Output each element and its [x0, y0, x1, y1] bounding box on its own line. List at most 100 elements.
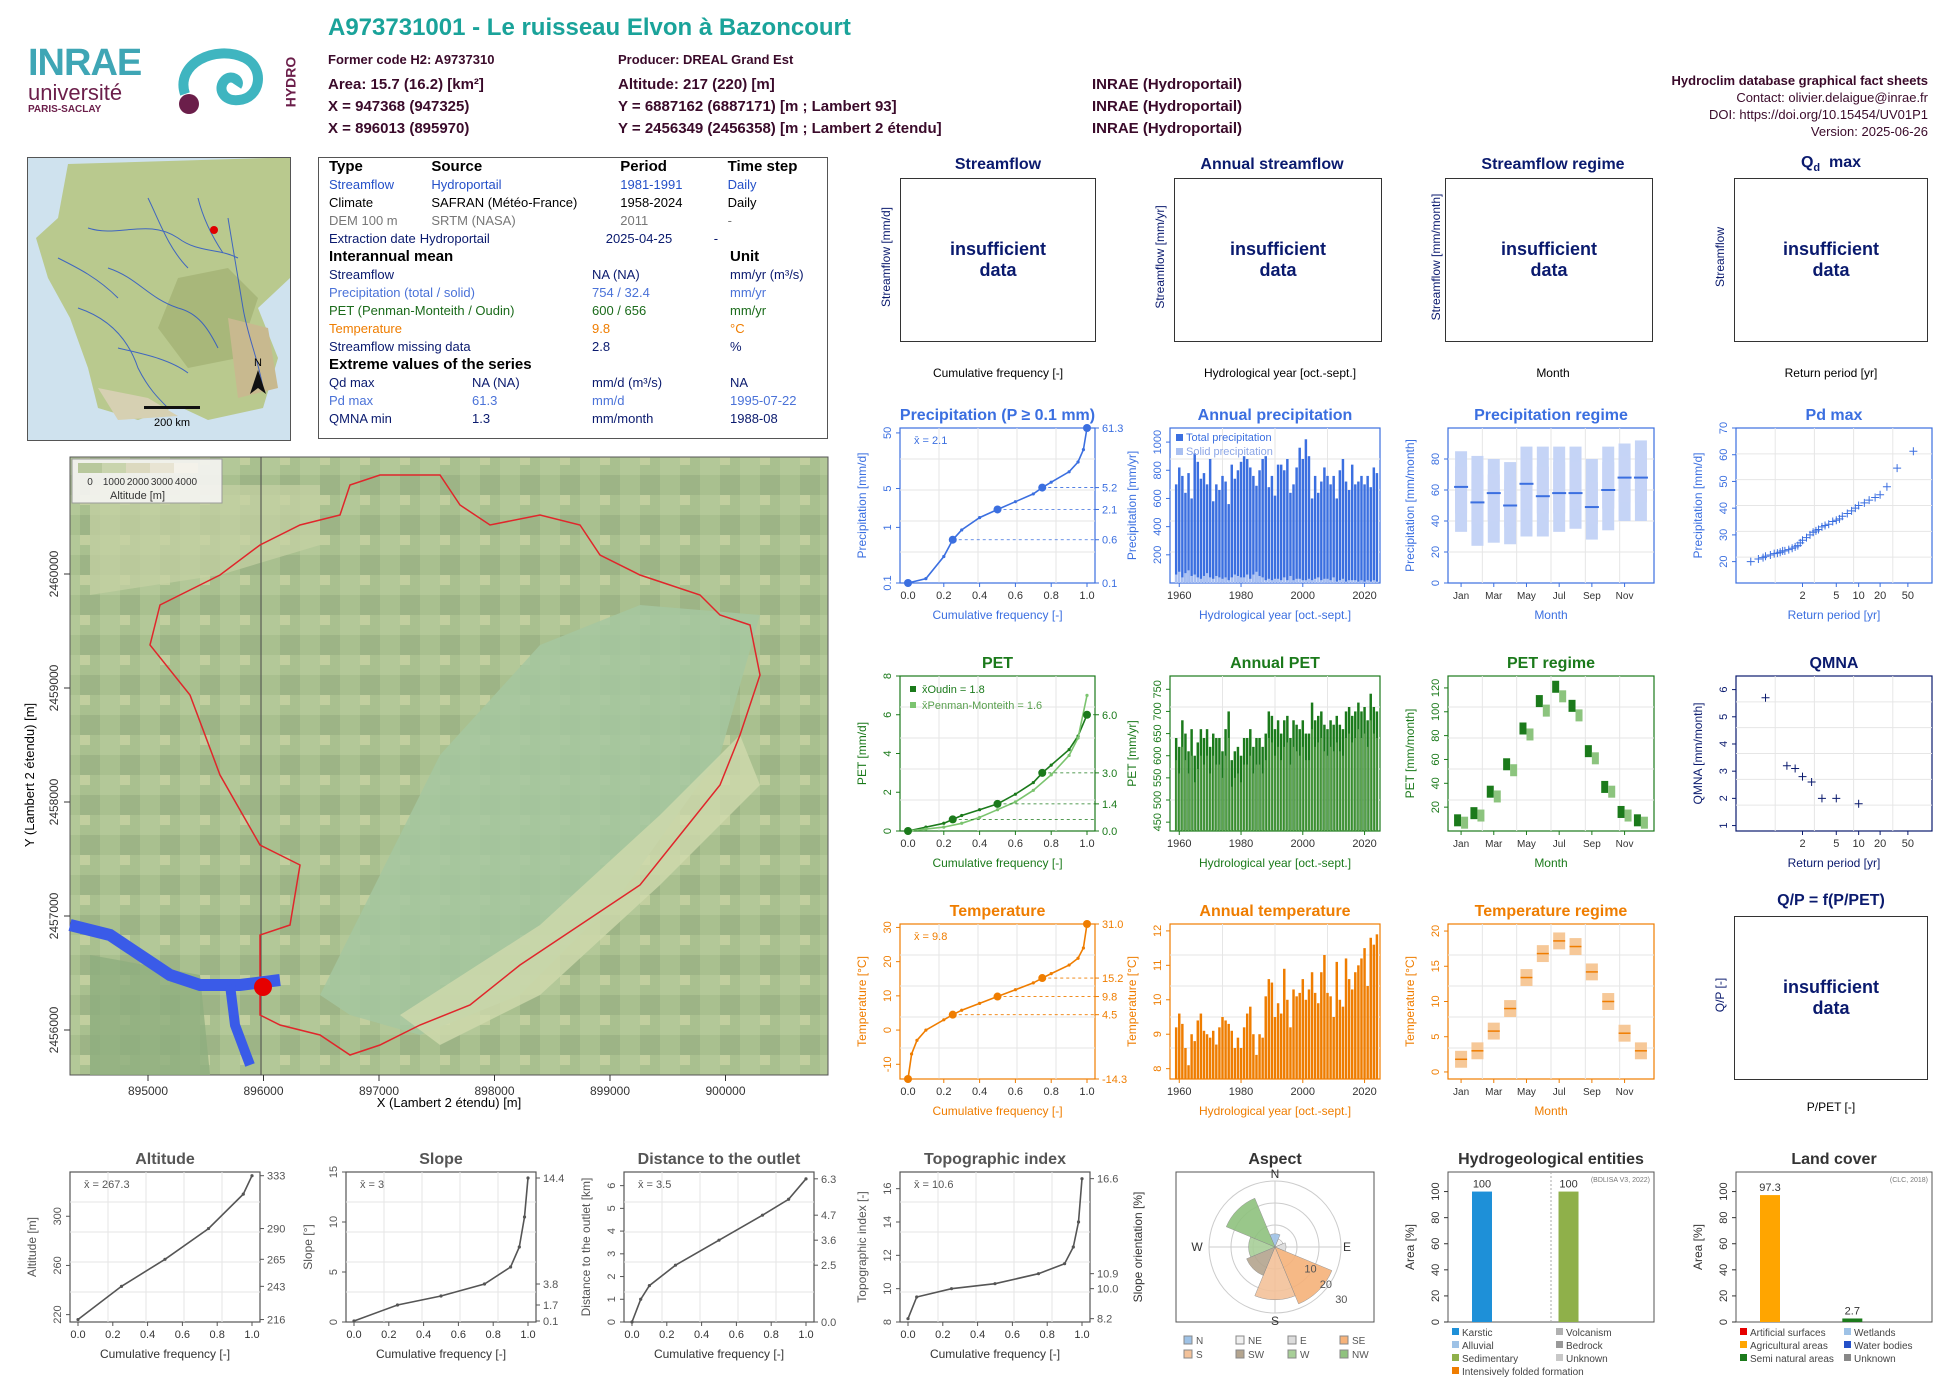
bar	[1184, 733, 1187, 831]
x-tick-label: Sep	[1583, 839, 1601, 850]
bar	[1271, 742, 1273, 831]
bar	[1301, 979, 1305, 1079]
cdf-point	[1031, 780, 1035, 785]
x-tick-label: 1.0	[520, 1329, 535, 1341]
bar	[1224, 481, 1227, 583]
right-tick-label: 15.2	[1102, 973, 1123, 985]
bar	[1181, 577, 1184, 583]
x-axis-label: Cumulative frequency [-]	[100, 1347, 230, 1361]
y-axis-label: Slope orientation [%]	[1131, 1192, 1145, 1303]
cdf-point	[960, 528, 964, 532]
legend-swatch	[1556, 1354, 1563, 1361]
data-point	[1909, 447, 1918, 456]
bar	[1212, 501, 1215, 583]
bar	[1372, 707, 1376, 831]
bar	[1329, 484, 1332, 583]
contact[interactable]: Contact: olivier.delaigue@inrae.fr	[1736, 90, 1928, 105]
bar	[1193, 1041, 1196, 1079]
x-tick-label: Sep	[1583, 1087, 1601, 1098]
right-tick-label: 10.9	[1097, 1269, 1118, 1281]
streamflow-regime-title: Streamflow regime	[1481, 156, 1625, 173]
mean-label: x̄ = 3.5	[638, 1179, 671, 1191]
x-tick-label: 2	[1799, 590, 1805, 602]
x-tick-label: 0.2	[936, 590, 951, 602]
regime-box	[1542, 704, 1550, 717]
y-tick-label: 1	[882, 524, 894, 530]
y-tick-label: 800	[1152, 461, 1164, 479]
bar	[1261, 577, 1264, 583]
legend-label: Alluvial	[1462, 1341, 1494, 1352]
legend-label: Water bodies	[1854, 1341, 1913, 1352]
cdf-point	[119, 1284, 124, 1288]
y-tick-label: 8	[1152, 1066, 1164, 1072]
quantile-marker	[904, 1075, 912, 1083]
quantile-marker	[993, 505, 1002, 514]
bar	[1181, 746, 1183, 831]
bar	[1230, 464, 1233, 583]
ring-label: 30	[1335, 1294, 1347, 1306]
regime-box	[1535, 695, 1543, 708]
logo-inrae: INRAE université PARIS-SACLAY	[28, 44, 148, 115]
quantile-marker	[1083, 424, 1091, 432]
regime-iqr	[1618, 455, 1631, 503]
cdf-point	[915, 1295, 919, 1299]
chart-title: Annual temperature	[1199, 903, 1350, 920]
legend-label: x̄Oudin = 1.8	[922, 684, 985, 696]
bar	[1270, 715, 1274, 831]
bar	[1233, 1048, 1237, 1079]
bar	[1363, 948, 1366, 1079]
interannual-mean-header: Interannual mean Unit	[329, 248, 760, 265]
y-tick-label: 10	[882, 1283, 894, 1295]
regime-box	[1461, 816, 1469, 829]
chart-title: Hydrogeological entities	[1458, 1151, 1644, 1168]
doi-link[interactable]: DOI: https://doi.org/10.15454/UV01P1	[1709, 107, 1928, 122]
page-title: A973731001 - Le ruisseau Elvon à Bazonco…	[328, 14, 851, 41]
x-axis-label: Hydrological year [oct.-sept.]	[1199, 1104, 1351, 1118]
info-table: Type Source Period Time step Streamflow H…	[318, 157, 828, 439]
y-tick-label: 100	[1430, 1182, 1442, 1200]
data-point	[1847, 506, 1856, 515]
bar	[1348, 733, 1350, 831]
x-tick-label: 0.8	[1044, 1086, 1059, 1098]
bar	[1323, 955, 1326, 1079]
y-tick-label: -10	[882, 1056, 894, 1072]
y-tick-label: 30	[882, 921, 894, 933]
bar	[1370, 720, 1372, 831]
bar	[1252, 1034, 1255, 1079]
y-tick-label: 70	[1718, 422, 1730, 434]
cdf-point	[1063, 1262, 1067, 1266]
qd-max-xlabel: Return period [yr]	[1784, 366, 1878, 380]
data-point	[1761, 552, 1770, 561]
bar	[1224, 1020, 1227, 1079]
y-tick-label: 20	[1430, 801, 1442, 813]
plot-frame	[899, 427, 1096, 584]
bar	[1292, 720, 1295, 831]
outlet-marker	[254, 978, 272, 996]
rose-sector	[1254, 1246, 1296, 1300]
cdf-point	[942, 1018, 946, 1022]
bar	[1286, 999, 1289, 1079]
legend-swatch	[1183, 1335, 1193, 1345]
cdf-point	[76, 1317, 80, 1322]
x-tick-label: Nov	[1616, 591, 1634, 602]
chart-title: Temperature	[950, 903, 1046, 920]
regime-iqr	[1602, 462, 1615, 509]
bar	[1218, 1027, 1221, 1079]
bar	[1311, 729, 1313, 831]
cdf-point	[942, 554, 946, 559]
right-tick-label: 16.6	[1097, 1174, 1118, 1186]
bar	[1338, 724, 1342, 831]
bar	[1196, 1020, 1200, 1079]
legend-label: NW	[1352, 1350, 1369, 1361]
cdf-point	[951, 817, 955, 821]
bar	[1286, 580, 1289, 583]
x-tick-label: Jan	[1453, 591, 1469, 602]
cdf-point	[517, 1245, 521, 1249]
bar	[1264, 733, 1267, 831]
chart-title: PET regime	[1507, 655, 1595, 672]
regime-box	[1617, 805, 1625, 818]
x-tick-label: 0.2	[659, 1329, 674, 1341]
x-tick-label: 5	[1833, 838, 1839, 850]
bar	[1357, 581, 1360, 583]
legend-label: Bedrock	[1566, 1341, 1604, 1352]
